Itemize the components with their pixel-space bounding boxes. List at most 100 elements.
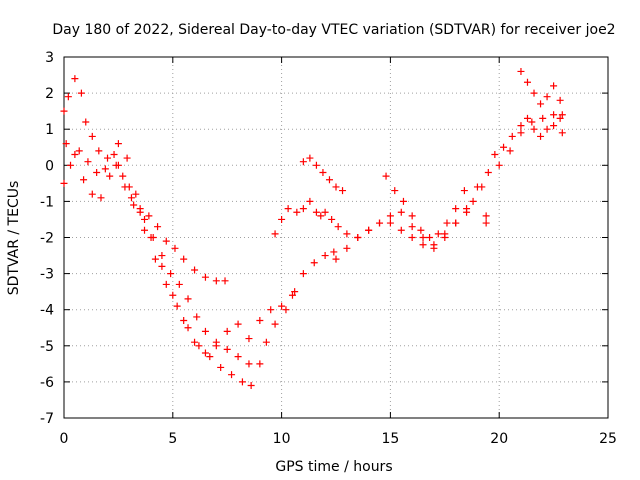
data-point [106,172,114,180]
data-point [104,154,112,162]
data-point [343,244,351,252]
data-point [93,169,101,177]
data-point [325,176,333,184]
data-point [386,212,394,220]
data-point [319,169,327,177]
data-point [306,197,314,205]
data-point [530,125,538,133]
data-point [452,205,460,213]
data-point [162,237,170,245]
data-point [334,223,342,231]
data-points [60,67,566,390]
y-axis-label: SDTVAR / TECUs [6,181,22,296]
y-tick-label: 1 [45,122,54,138]
data-point [382,172,390,180]
plot-frame [63,56,609,419]
data-point [223,327,231,335]
data-point [310,259,318,267]
data-point [82,118,90,126]
data-point [262,338,270,346]
data-point [530,89,538,97]
data-point [114,140,122,148]
grid [64,57,608,418]
data-point [317,212,325,220]
data-point [171,244,179,252]
data-point [495,161,503,169]
data-point [417,226,425,234]
y-tick-label: -4 [40,303,54,319]
data-point [195,342,203,350]
data-point [482,219,490,227]
data-point [267,306,275,314]
data-point [443,219,451,227]
x-axis-label: GPS time / hours [275,459,392,475]
data-point [151,255,159,263]
data-point [238,378,246,386]
data-point [191,266,199,274]
data-point [419,234,427,241]
x-tick-label: 10 [273,431,291,447]
data-point [500,143,508,151]
data-point [343,230,351,238]
data-point [469,197,477,205]
data-point [154,223,162,231]
y-tick-label: 3 [45,50,54,66]
series-track-4 [114,161,296,357]
data-point [550,111,558,119]
data-point [408,234,416,241]
data-point [234,320,242,328]
data-point [293,208,301,216]
data-point [158,262,166,270]
data-point [212,277,220,285]
data-point [147,234,155,241]
series-track-7 [332,114,566,263]
series-track-11 [517,67,566,119]
data-point [299,270,307,278]
series-track-8 [382,172,468,241]
data-point [80,176,88,184]
data-point [321,252,329,260]
data-point [397,208,405,216]
data-point [491,150,499,158]
data-point [180,255,188,263]
data-point [71,75,79,83]
data-point [558,129,566,137]
data-point [123,154,131,162]
data-point [558,111,566,119]
data-point [173,302,181,310]
data-point [537,100,545,108]
data-point [299,205,307,213]
data-point [537,132,545,140]
data-point [523,78,531,86]
data-point [245,335,253,343]
series-track-9 [482,212,490,227]
data-point [212,342,220,350]
data-point [508,132,516,140]
data-point [184,324,192,332]
data-point [282,306,290,314]
series-track-5 [271,183,486,249]
data-point [201,349,209,357]
data-point [391,187,399,195]
data-point [397,226,405,234]
data-point [339,187,347,195]
data-point [517,122,525,130]
data-point [217,363,225,371]
x-tick-label: 0 [60,431,69,447]
data-point [291,288,299,296]
series-track-10 [491,111,564,158]
data-point [419,241,427,249]
data-point [60,179,68,187]
data-point [127,194,135,202]
data-point [223,345,231,353]
y-tick-label: -1 [40,194,54,210]
data-point [408,223,416,231]
data-point [463,205,471,213]
data-point [312,161,320,169]
data-point [77,89,85,97]
data-point [517,67,525,75]
data-point [506,147,514,155]
data-point [328,215,336,223]
data-point [460,187,468,195]
data-point [175,280,183,288]
